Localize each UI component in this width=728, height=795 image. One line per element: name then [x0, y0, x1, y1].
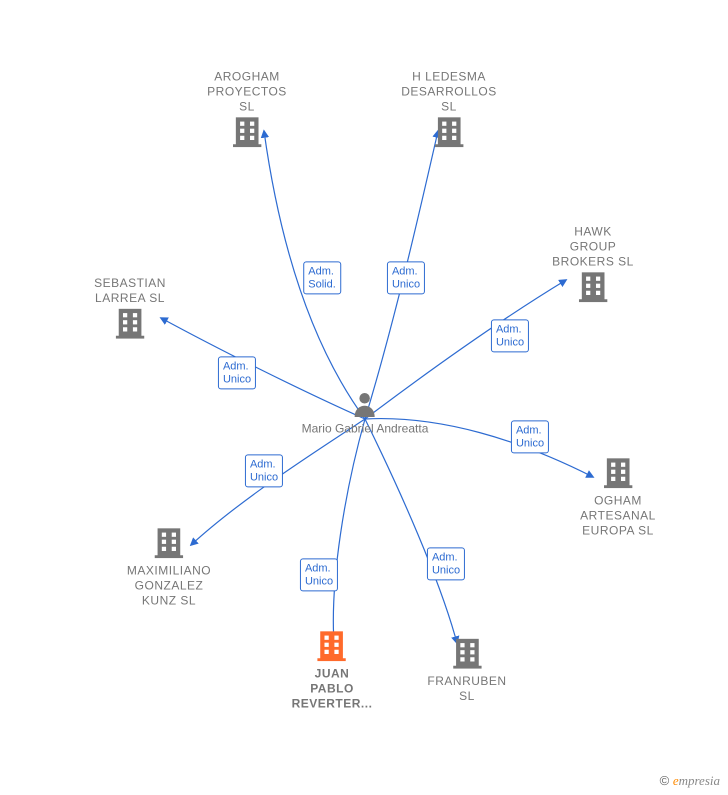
- node-label: SEBASTIAN LARREA SL: [94, 276, 166, 306]
- node-label: H LEDESMA DESARROLLOS SL: [401, 70, 497, 115]
- brand-rest: mpresia: [679, 773, 720, 788]
- edge-to-franruben: [365, 419, 457, 643]
- company-node-hawk[interactable]: HAWK GROUP BROKERS SL: [552, 221, 634, 304]
- network-diagram: © empresia Adm. Solid. Adm. Unico Adm. Uni…: [0, 0, 728, 795]
- building-icon: [552, 270, 634, 304]
- node-label: Mario Gabriel Andreatta: [302, 422, 429, 437]
- node-label: OGHAM ARTESANAL EUROPA SL: [580, 494, 656, 539]
- company-node-franruben[interactable]: FRANRUBEN SL: [427, 636, 506, 704]
- edge-label-ogham: Adm. Unico: [511, 420, 549, 453]
- edge-label-juan: Adm. Unico: [300, 558, 338, 591]
- building-icon: [207, 115, 287, 149]
- edge-label-arogham: Adm. Solid.: [303, 261, 341, 294]
- edge-label-max: Adm. Unico: [245, 454, 283, 487]
- building-icon: [580, 456, 656, 490]
- node-label: HAWK GROUP BROKERS SL: [552, 225, 634, 270]
- edge-to-juan: [333, 419, 365, 643]
- company-node-max[interactable]: MAXIMILIANO GONZALEZ KUNZ SL: [127, 526, 211, 609]
- person-icon: [302, 390, 429, 420]
- building-icon: [401, 115, 497, 149]
- footer-attribution: © empresia: [660, 773, 720, 789]
- copyright-symbol: ©: [660, 773, 670, 788]
- building-icon: [292, 629, 373, 663]
- center-node[interactable]: Mario Gabriel Andreatta: [302, 390, 429, 437]
- building-icon: [94, 306, 166, 340]
- node-label: JUAN PABLO REVERTER...: [292, 667, 373, 712]
- company-node-hledesma[interactable]: H LEDESMA DESARROLLOS SL: [401, 66, 497, 149]
- building-icon: [427, 636, 506, 670]
- edge-label-hledesma: Adm. Unico: [387, 261, 425, 294]
- company-node-sebastian[interactable]: SEBASTIAN LARREA SL: [94, 272, 166, 340]
- node-label: FRANRUBEN SL: [427, 674, 506, 704]
- edge-label-hawk: Adm. Unico: [491, 319, 529, 352]
- building-icon: [127, 526, 211, 560]
- node-label: AROGHAM PROYECTOS SL: [207, 70, 287, 115]
- company-node-ogham[interactable]: OGHAM ARTESANAL EUROPA SL: [580, 456, 656, 539]
- company-node-juan[interactable]: JUAN PABLO REVERTER...: [292, 629, 373, 712]
- node-label: MAXIMILIANO GONZALEZ KUNZ SL: [127, 564, 211, 609]
- company-node-arogham[interactable]: AROGHAM PROYECTOS SL: [207, 66, 287, 149]
- edge-label-sebastian: Adm. Unico: [218, 356, 256, 389]
- edge-label-franruben: Adm. Unico: [427, 547, 465, 580]
